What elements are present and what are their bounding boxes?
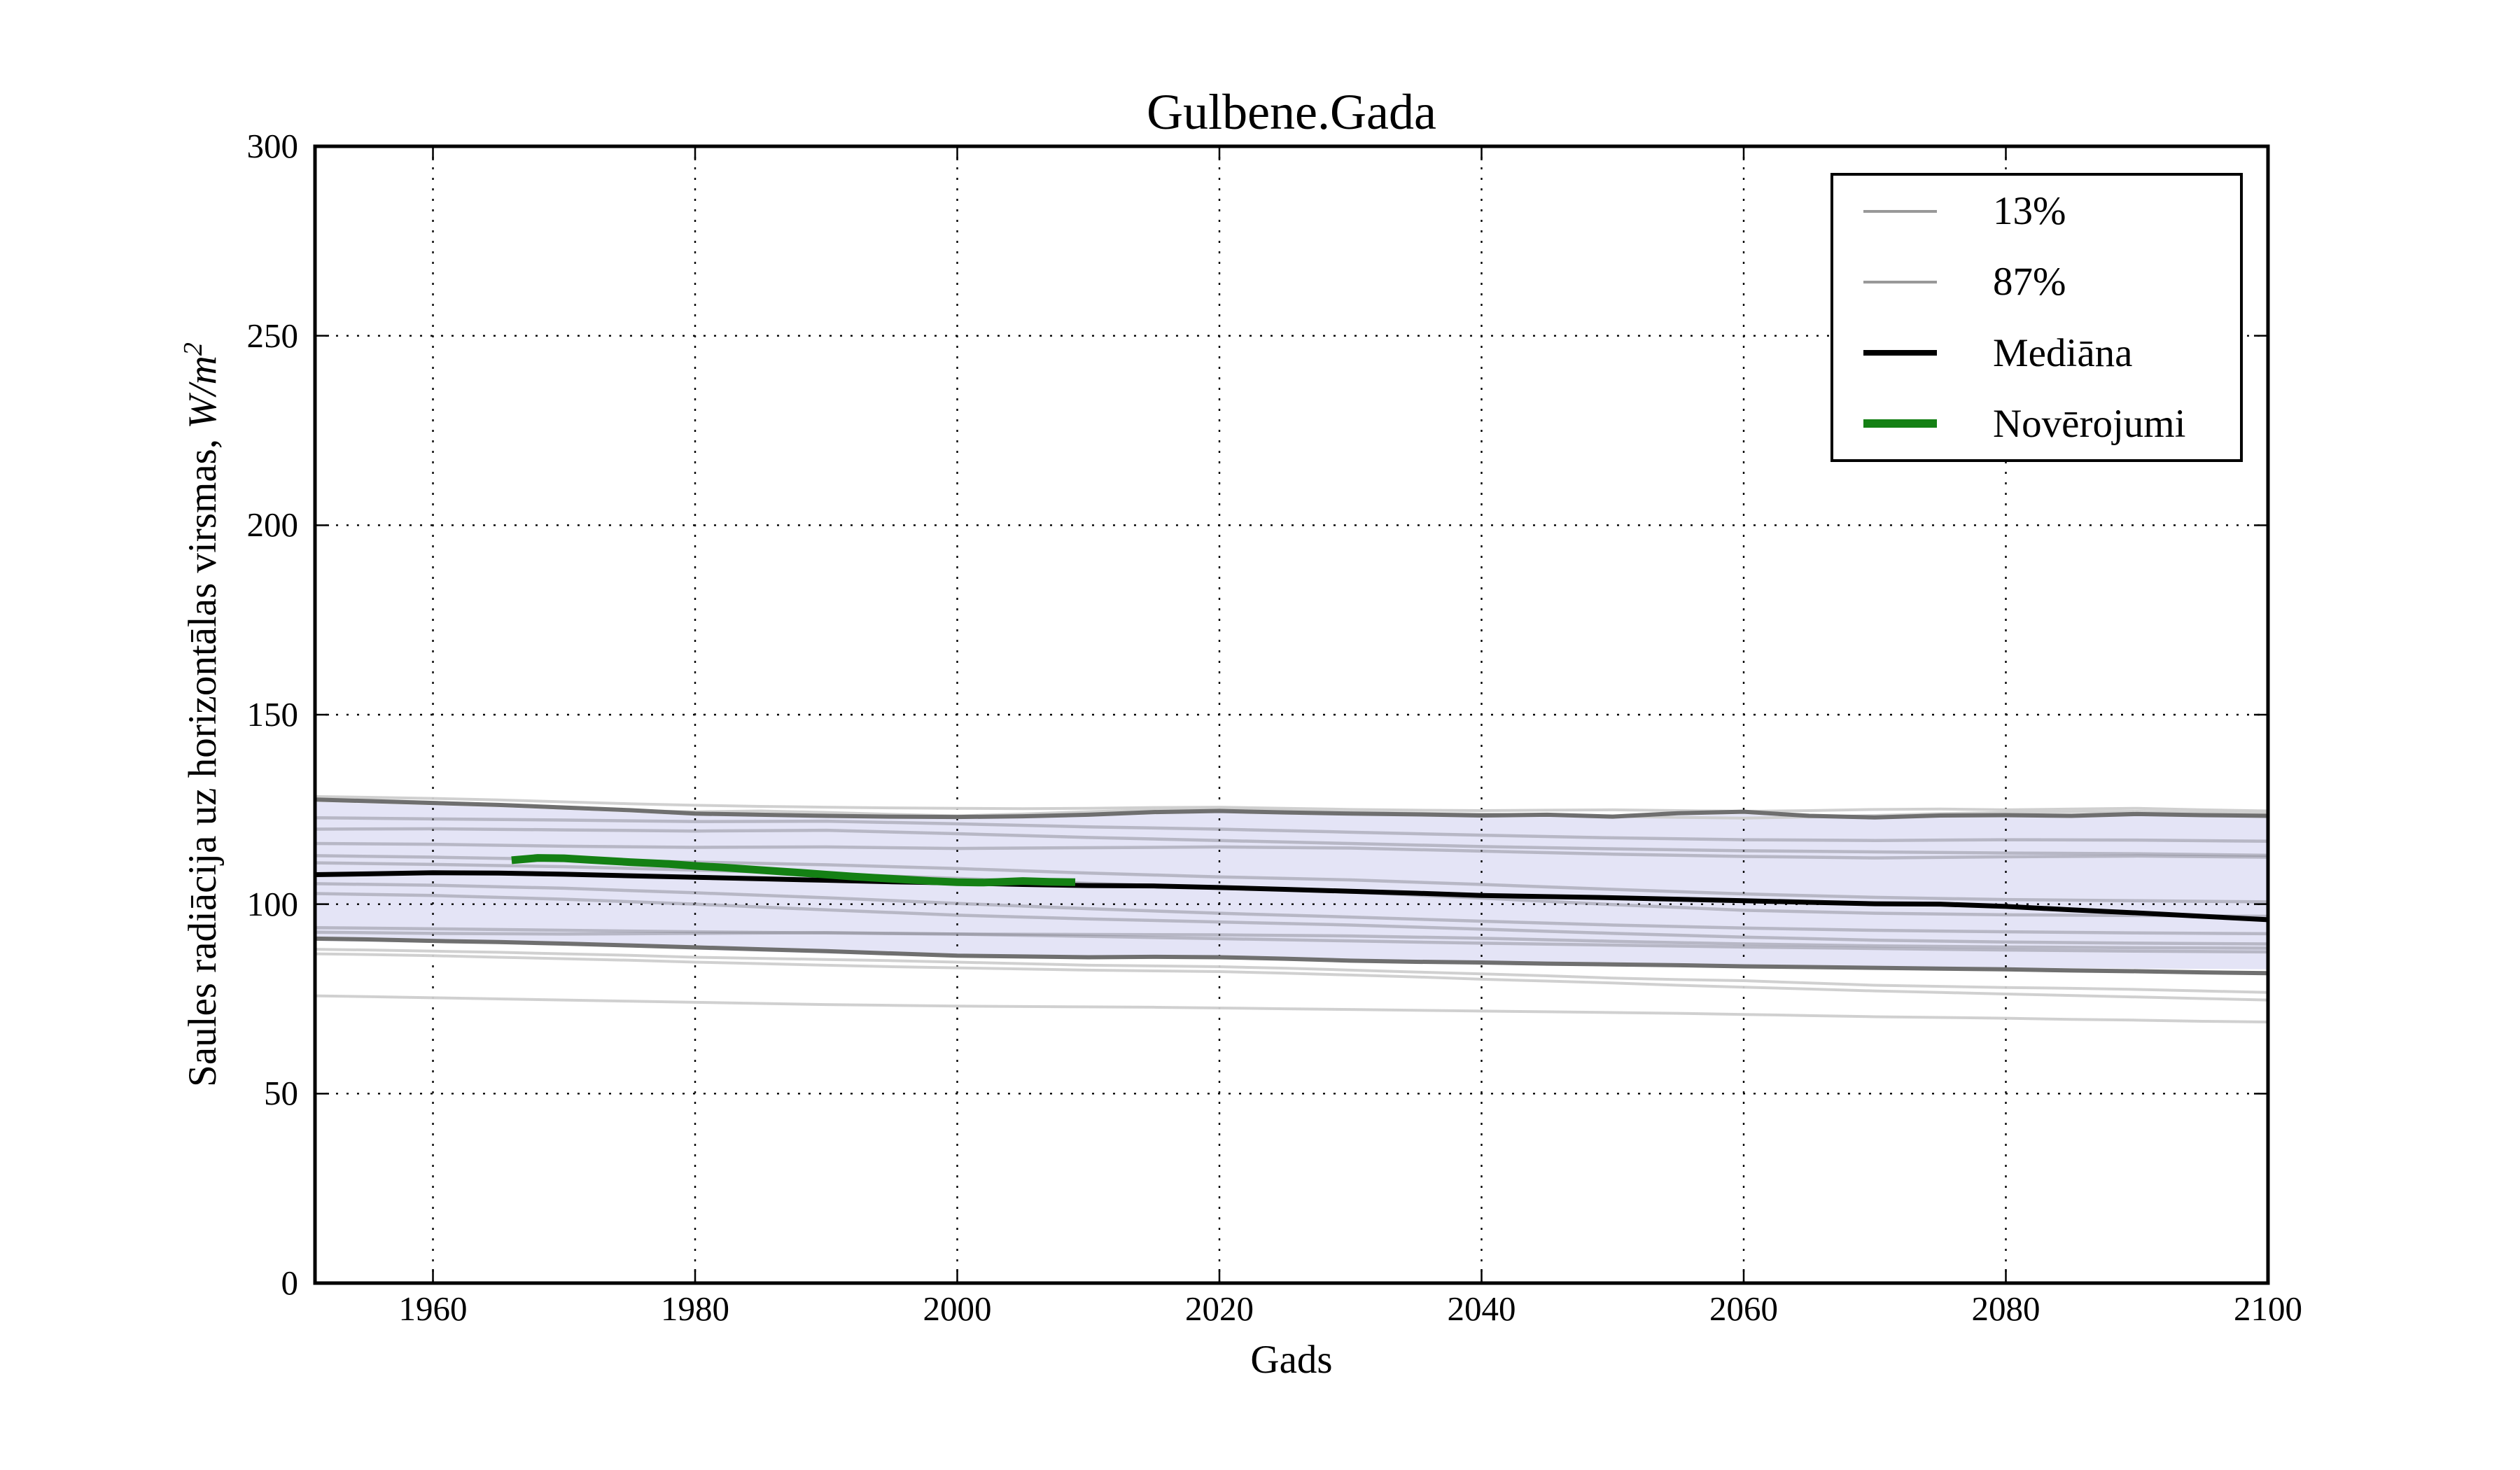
legend-item-87pct: 87% (1833, 246, 2240, 317)
x-tick-label: 2040 (1447, 1289, 1516, 1328)
ensemble-line (314, 827, 2269, 858)
legend-item-mediana: Mediāna (1833, 318, 2240, 388)
y-tick-label: 250 (246, 316, 299, 355)
legend-box: 13% 87% Mediāna Novērojumi (1830, 173, 2243, 462)
ensemble-line (314, 882, 2269, 936)
x-tick-label: 1980 (661, 1289, 730, 1328)
x-tick-label: 2060 (1709, 1289, 1778, 1328)
legend-item-noverojumi: Novērojumi (1833, 388, 2240, 459)
ensemble-line (314, 841, 2269, 860)
ensemble-line (314, 948, 2269, 994)
y-axis-label-units: W/m2 (178, 342, 225, 429)
ensemble-line (314, 994, 2269, 1024)
ensemble-line (314, 892, 2269, 946)
y-axis-label: Saules radiācija uz horizontālas virsmas… (178, 342, 225, 1087)
ensemble-line (314, 925, 2269, 950)
x-tick-label: 2100 (2234, 1289, 2302, 1328)
y-tick-label: 200 (246, 505, 299, 545)
chart-title: Gulbene.Gada (1147, 84, 1436, 140)
legend-label-13pct: 13% (1993, 189, 2066, 234)
legend-label-mediana: Mediāna (1993, 330, 2133, 375)
legend-item-13pct: 13% (1833, 176, 2240, 246)
percentile-13-line (314, 936, 2269, 976)
x-tick-label: 1960 (398, 1289, 468, 1328)
legend-line-mediana (1863, 350, 1937, 356)
percentile-87-line (314, 797, 2269, 820)
legend-line-87pct (1863, 280, 1937, 284)
y-axis-label-text: Saules radiācija uz horizontālas virsmas… (181, 428, 225, 1087)
x-tick-label: 2020 (1185, 1289, 1254, 1328)
x-tick-label: 2080 (1971, 1289, 2040, 1328)
legend-line-noverojumi (1863, 419, 1937, 428)
y-tick-label: 150 (246, 695, 299, 734)
y-tick-label: 50 (264, 1074, 298, 1113)
median-line (314, 870, 2269, 923)
ensemble-line (314, 794, 2269, 813)
y-tick-label: 300 (246, 127, 299, 165)
legend-line-13pct (1863, 209, 1937, 213)
ensemble-line (314, 816, 2269, 844)
y-tick-label: 100 (246, 884, 299, 923)
x-axis-label: Gads (1250, 1338, 1333, 1382)
observations-line (511, 854, 1076, 887)
legend-label-87pct: 87% (1993, 260, 2066, 304)
x-tick-label: 2000 (923, 1289, 992, 1328)
legend-label-noverojumi: Novērojumi (1993, 401, 2186, 446)
ensemble-line (314, 930, 2269, 954)
y-tick-label: 0 (281, 1264, 299, 1302)
ensemble-line (314, 952, 2269, 1002)
